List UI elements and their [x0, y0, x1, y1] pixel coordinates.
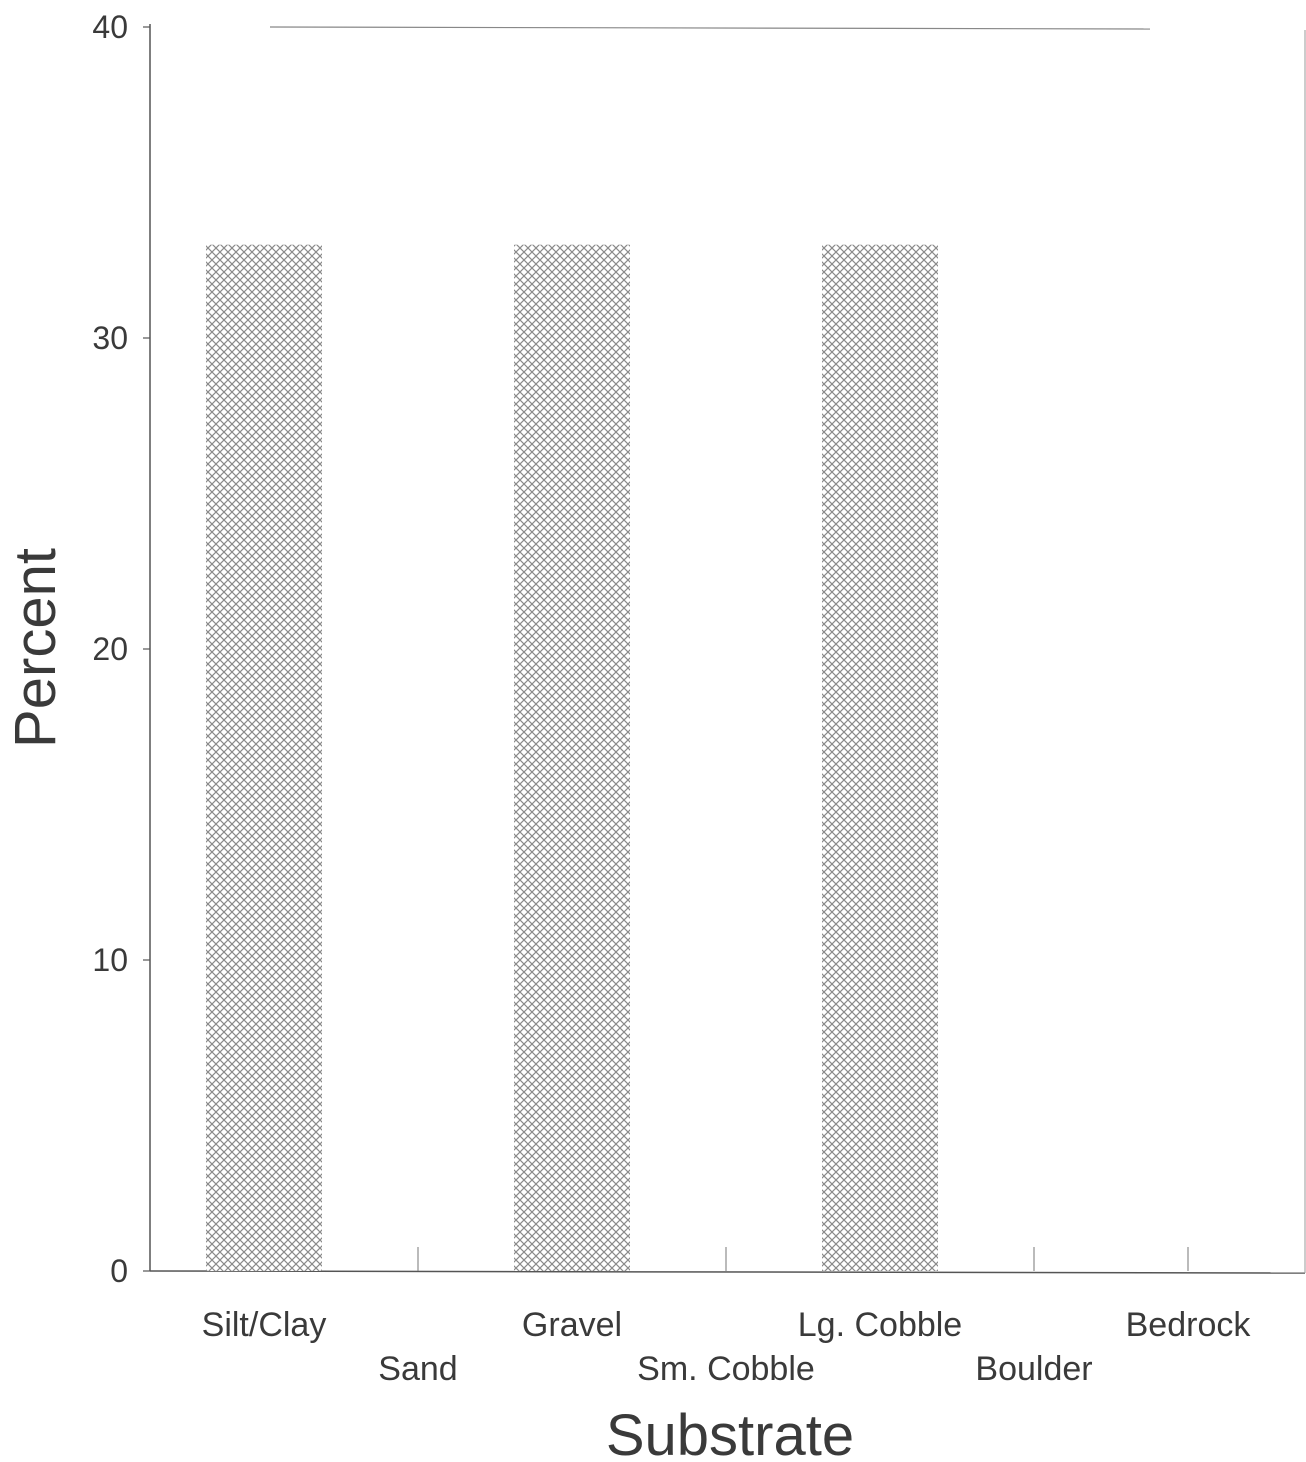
y-axis-title: Percent	[3, 548, 68, 748]
bar	[206, 244, 322, 1272]
x-category-label: Gravel	[522, 1306, 622, 1344]
x-category-label: Sm. Cobble	[637, 1350, 815, 1388]
x-axis-line	[149, 1270, 1306, 1274]
y-tick-label: 40	[92, 9, 128, 45]
x-category-label: Bedrock	[1126, 1306, 1252, 1344]
y-tick-label: 30	[92, 320, 128, 356]
x-category-label: Boulder	[975, 1350, 1092, 1388]
x-category-label: Sand	[378, 1350, 457, 1388]
bar	[822, 244, 938, 1272]
bar	[514, 244, 630, 1272]
y-tick-label: 20	[92, 631, 128, 667]
y-tick-label: 0	[110, 1253, 128, 1289]
y-tick-label: 10	[92, 942, 128, 978]
x-category-label: Lg. Cobble	[798, 1306, 962, 1344]
x-axis-title: Substrate	[606, 1403, 854, 1462]
x-category-label: Silt/Clay	[202, 1306, 327, 1344]
top-frame-line	[269, 26, 1151, 30]
